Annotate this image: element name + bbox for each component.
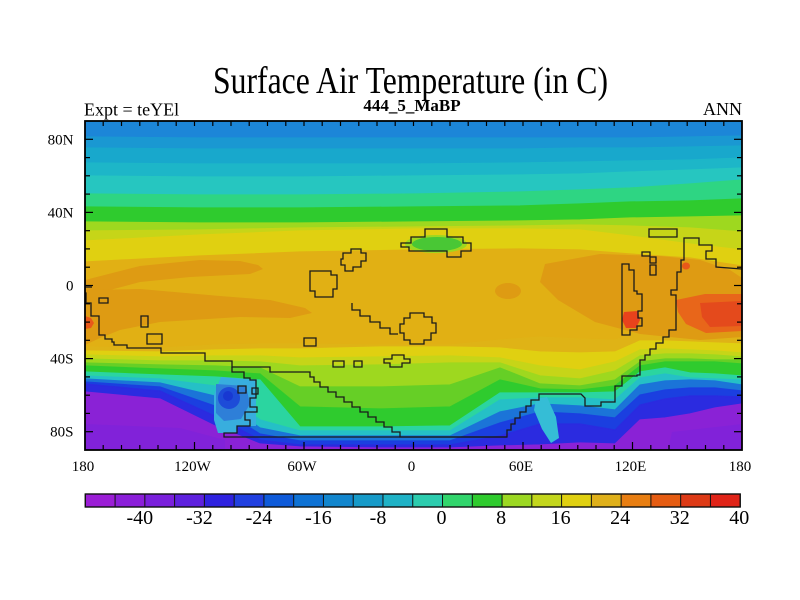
- svg-text:120W: 120W: [174, 459, 212, 475]
- svg-text:0: 0: [408, 459, 416, 475]
- svg-text:40: 40: [729, 507, 749, 529]
- svg-text:-16: -16: [305, 507, 332, 529]
- svg-text:24: 24: [610, 507, 630, 529]
- svg-text:60E: 60E: [509, 459, 533, 475]
- svg-text:-24: -24: [246, 507, 273, 529]
- svg-text:32: 32: [670, 507, 690, 529]
- svg-text:ANN: ANN: [703, 99, 742, 119]
- svg-text:40S: 40S: [50, 352, 73, 368]
- svg-text:-32: -32: [186, 507, 213, 529]
- svg-text:0: 0: [437, 507, 447, 529]
- svg-text:Surface Air Temperature (in C): Surface Air Temperature (in C): [213, 60, 608, 102]
- svg-text:0: 0: [66, 279, 74, 295]
- svg-text:Expt = teYEl: Expt = teYEl: [84, 100, 179, 120]
- svg-text:80S: 80S: [50, 425, 73, 441]
- svg-text:-40: -40: [126, 507, 153, 529]
- svg-text:80N: 80N: [48, 132, 74, 148]
- svg-text:180: 180: [729, 459, 752, 475]
- svg-text:8: 8: [496, 507, 506, 529]
- svg-text:180: 180: [72, 459, 95, 475]
- svg-text:40N: 40N: [48, 205, 74, 221]
- svg-text:16: 16: [551, 507, 571, 529]
- svg-text:-8: -8: [370, 507, 387, 529]
- svg-text:120E: 120E: [615, 459, 647, 475]
- svg-text:444_5_MaBP: 444_5_MaBP: [363, 96, 460, 115]
- svg-text:60W: 60W: [287, 459, 317, 475]
